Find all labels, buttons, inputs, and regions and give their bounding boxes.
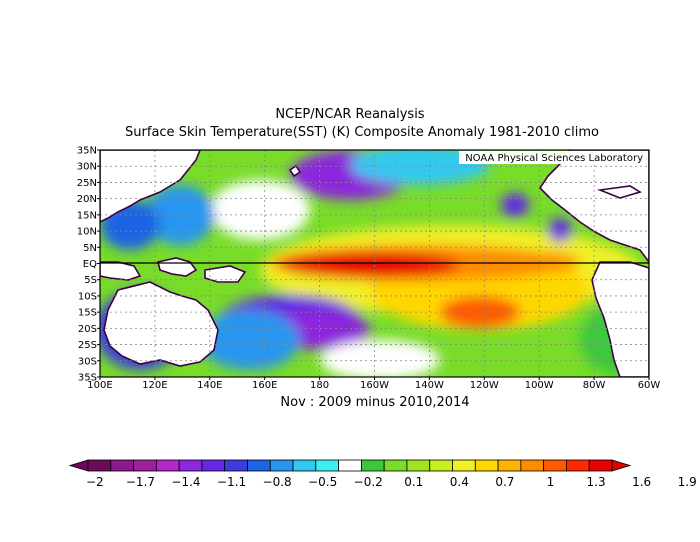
lat-label: 25S: [78, 340, 97, 351]
lon-label: 100W: [525, 380, 554, 391]
lon-label: 100E: [87, 380, 112, 391]
lon-label: 140W: [415, 380, 444, 391]
lon-label: 140E: [197, 380, 222, 391]
lon-label: 80W: [583, 380, 606, 391]
lat-label: 5N: [83, 243, 97, 254]
lat-label: 15S: [78, 308, 97, 319]
chart-title: NCEP/NCAR Reanalysis: [275, 107, 425, 122]
gridlines: [100, 150, 649, 377]
lon-label: 120E: [142, 380, 167, 391]
credit-box: [459, 151, 648, 164]
coastlines: [100, 150, 649, 377]
lat-label: 20N: [77, 194, 97, 205]
lat-label: 10N: [77, 227, 97, 238]
latitude-labels: 35N 30N 25N 20N 15N 10N 5N EQ 5S 10S 15S 20S 25S 30S 3…: [77, 146, 100, 384]
lat-label: 15N: [77, 210, 97, 221]
lat-label: 5S: [84, 275, 97, 286]
lat-label: EQ: [83, 259, 97, 270]
lat-label: 10S: [78, 291, 97, 302]
period-label: Nov : 2009 minus 2010,2014: [280, 395, 470, 410]
lat-label: 35S: [78, 373, 97, 384]
lon-label: 160E: [252, 380, 277, 391]
credit-text: NOAA Physical Sciences Laboratory: [465, 153, 643, 164]
lat-label: 20S: [78, 324, 97, 335]
longitude-labels: 100E 120E 140E 160E 180 160W 140W 120W 100W 80W 60…: [87, 377, 660, 391]
lat-label: 30N: [77, 162, 97, 173]
lon-label: 120W: [470, 380, 499, 391]
lon-label: 160W: [360, 380, 389, 391]
lat-label: 35N: [77, 146, 97, 157]
lon-label: 60W: [638, 380, 661, 391]
lon-label: 180: [310, 380, 329, 391]
lat-label: 30S: [78, 356, 97, 367]
chart-subtitle: Surface Skin Temperature(SST) (K) Compos…: [125, 125, 599, 140]
lat-label: 25N: [77, 178, 97, 189]
